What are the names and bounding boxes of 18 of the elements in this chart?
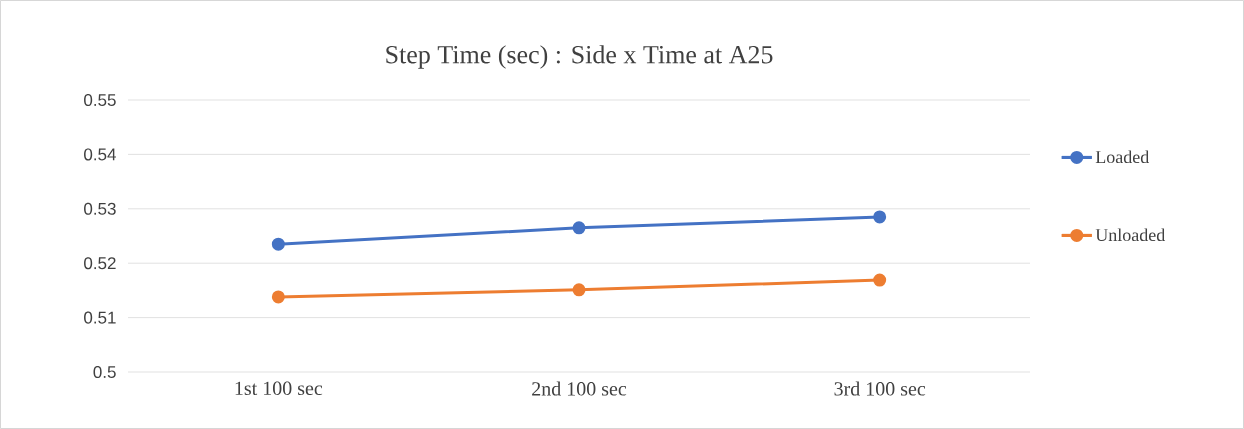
- y-tick-label: 0.51: [84, 311, 116, 324]
- x-tick-label: 2nd 100 sec: [532, 381, 627, 396]
- x-tick-label: 3rd 100 sec: [834, 381, 926, 396]
- y-tick-label: 0.54: [84, 148, 116, 161]
- point: [873, 210, 887, 224]
- y-tick-label: 0.52: [84, 257, 116, 270]
- point: [271, 237, 285, 251]
- point: [572, 283, 586, 297]
- point: [572, 221, 586, 235]
- chart-title: Step Time (sec) : Side x Time at A25: [386, 45, 773, 69]
- y-tick-label: 0.5: [93, 365, 116, 379]
- y-tick-label: 0.55: [84, 93, 116, 107]
- point: [873, 273, 887, 287]
- legend-label: Loaded: [1095, 150, 1150, 164]
- point: [271, 290, 285, 304]
- legend-label: Unloaded: [1095, 228, 1166, 242]
- x-tick-label: 1st 100 sec: [235, 381, 323, 396]
- y-tick-label: 0.53: [84, 202, 116, 215]
